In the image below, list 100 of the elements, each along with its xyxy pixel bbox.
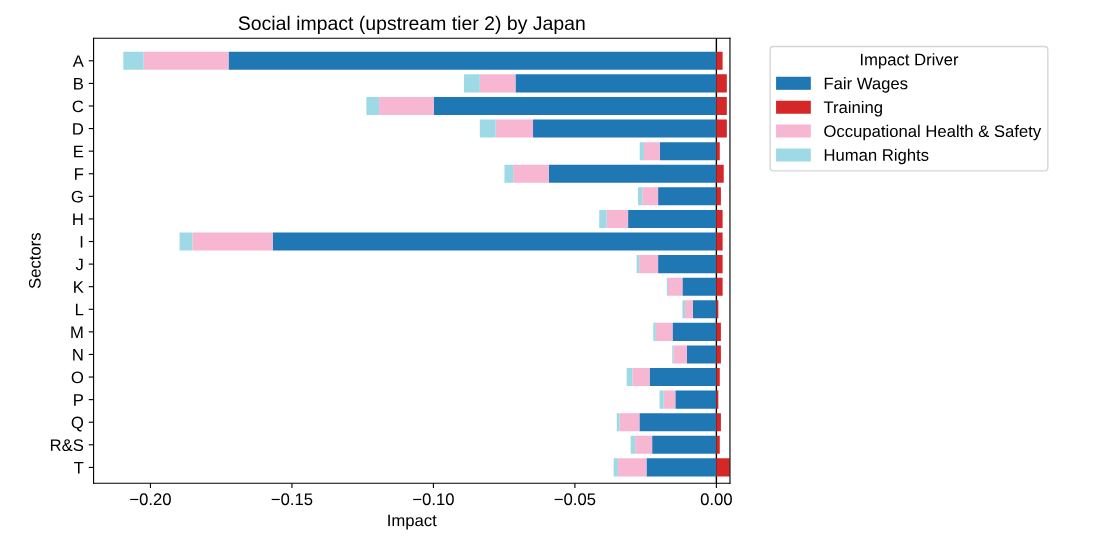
bar (617, 458, 647, 477)
bar (513, 164, 549, 183)
bar (379, 96, 434, 116)
x-tick-label: −0.10 (413, 493, 454, 506)
y-tick-label: A (72, 55, 84, 67)
bar (638, 187, 643, 206)
legend-label: Human Rights (824, 148, 929, 165)
bar (515, 74, 717, 93)
bar (667, 277, 683, 296)
bar (716, 51, 723, 70)
bar (646, 458, 717, 477)
bar (716, 458, 730, 477)
bar (616, 413, 620, 432)
bar (716, 255, 723, 274)
bar (716, 74, 727, 93)
legend-label: Occupational Health & Safety (824, 124, 1042, 141)
bar (479, 119, 496, 138)
bar (272, 232, 717, 251)
bar (613, 458, 618, 477)
y-tick-label: R&S (50, 439, 84, 452)
bar (548, 164, 717, 183)
legend-title: Impact Driver (860, 53, 959, 69)
legend-label: Fair Wages (824, 77, 908, 93)
y-tick-label: M (71, 326, 83, 338)
bar (504, 164, 514, 183)
chart-title: Social impact (upstream tier 2) by Japan (238, 15, 585, 34)
y-tick-label: N (73, 349, 83, 361)
bar (366, 96, 380, 116)
y-tick-label: L (75, 303, 84, 316)
y-tick-label: P (74, 394, 83, 406)
bar (672, 322, 717, 341)
x-tick-label: 0.00 (700, 493, 732, 506)
bar (433, 96, 717, 116)
bar (192, 232, 273, 251)
bar (659, 142, 717, 161)
y-tick-label: T (74, 461, 84, 474)
bar (663, 390, 676, 409)
bar (716, 96, 727, 116)
bar (639, 142, 644, 161)
y-tick-label: C (72, 100, 84, 113)
x-axis-title: Impact (388, 514, 437, 530)
bar (639, 413, 717, 432)
bar (686, 345, 717, 364)
bar (179, 232, 193, 251)
bar (143, 51, 229, 70)
bar (716, 413, 721, 432)
legend-label: Training (823, 100, 882, 117)
bar (716, 368, 720, 387)
bar (619, 413, 640, 432)
bar (716, 232, 723, 251)
bar (649, 368, 717, 387)
bar (123, 51, 144, 70)
y-tick-label: H (73, 213, 83, 225)
bar (639, 255, 659, 274)
bar (628, 209, 717, 228)
bar (716, 277, 723, 296)
y-tick-label: J (75, 258, 83, 271)
bar (684, 300, 693, 319)
bar (655, 322, 673, 341)
bar (692, 300, 717, 319)
bar (463, 74, 480, 93)
bar (716, 142, 720, 161)
bar (675, 390, 717, 409)
bar (716, 435, 720, 454)
bar (652, 435, 717, 454)
y-tick-label: O (71, 371, 84, 384)
y-tick-label: G (71, 190, 83, 203)
y-tick-label: B (74, 77, 83, 90)
bar (606, 209, 629, 228)
bar (643, 142, 660, 161)
bar (716, 345, 721, 364)
bar (682, 300, 685, 319)
x-tick-label: −0.20 (130, 493, 171, 506)
bar (716, 187, 721, 206)
bar (632, 368, 650, 387)
x-tick-label: −0.15 (271, 493, 313, 506)
y-tick-label: D (73, 123, 84, 135)
bar (635, 435, 653, 454)
bar (716, 209, 723, 228)
x-tick-label: −0.05 (554, 493, 596, 506)
bar (658, 255, 717, 274)
y-tick-label: K (74, 281, 84, 293)
bar (653, 322, 656, 341)
bar (228, 51, 717, 70)
bar (716, 322, 721, 341)
y-tick-label: Q (71, 416, 84, 432)
bar (533, 119, 717, 138)
y-tick-label: I (80, 236, 83, 248)
bar (716, 164, 724, 183)
y-axis-title: Sectors (28, 233, 41, 289)
bar (495, 119, 534, 138)
bar (682, 277, 717, 296)
bar (599, 209, 607, 228)
bar (673, 345, 687, 364)
y-tick-label: E (74, 145, 84, 158)
bar (479, 74, 516, 93)
bar (716, 119, 727, 138)
bar (659, 390, 664, 409)
y-tick-label: F (75, 168, 84, 180)
bar (658, 187, 717, 206)
